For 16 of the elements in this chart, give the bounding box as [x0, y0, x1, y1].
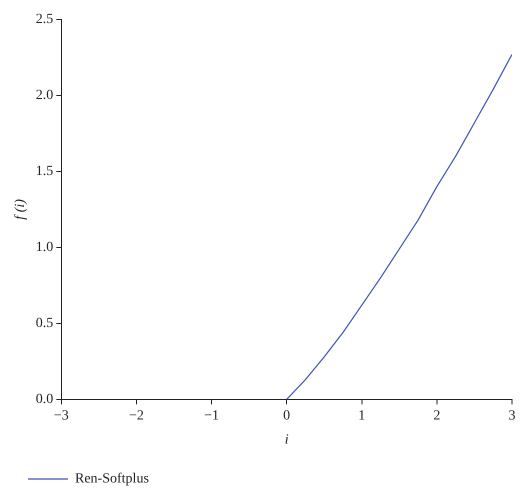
- y-tick-label: 2.0: [36, 88, 54, 104]
- y-tick-label: 2.5: [36, 12, 54, 28]
- legend-label: Ren-Softplus: [75, 472, 149, 487]
- x-tick-label: −3: [54, 408, 69, 424]
- y-tick-label: 0.5: [36, 316, 54, 332]
- y-axis-title: f (i): [13, 198, 28, 220]
- x-tick-label: −1: [204, 408, 219, 424]
- y-tick-label: 1.0: [36, 240, 54, 256]
- x-tick-label: 0: [283, 408, 290, 424]
- x-tick-label: 3: [508, 408, 516, 424]
- x-tick-label: −2: [128, 408, 144, 424]
- x-axis-title: i: [284, 432, 289, 448]
- y-tick-label: 0.0: [36, 392, 54, 408]
- x-tick-label: 1: [358, 408, 366, 424]
- x-tick-label: 2: [433, 408, 440, 424]
- y-tick-label: 1.5: [36, 164, 54, 180]
